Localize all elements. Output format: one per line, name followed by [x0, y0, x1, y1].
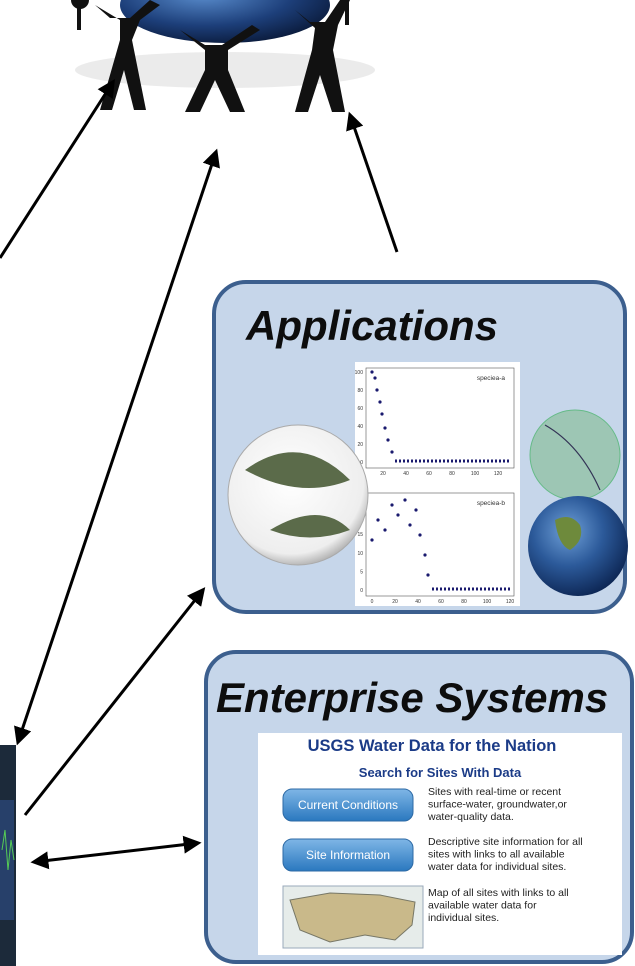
screen-thumbnail — [0, 745, 16, 966]
plot-image — [355, 362, 520, 606]
y-tick-label: 40 — [357, 424, 363, 430]
earth-globe — [528, 496, 628, 596]
button-label: Site Information — [306, 848, 390, 862]
fish-image — [227, 424, 369, 566]
map-globe — [529, 409, 621, 501]
y-tick-label: 5 — [360, 569, 363, 575]
y-tick-label: 60 — [357, 406, 363, 412]
enterprise-title: Enterprise Systems — [216, 674, 608, 721]
y-tick-label: 0 — [360, 460, 363, 466]
arrows — [0, 78, 399, 870]
applications-title: Applications — [245, 302, 498, 349]
people-globe — [71, 0, 375, 112]
x-tick-label: 0 — [371, 599, 374, 605]
y-tick-label: 20 — [357, 442, 363, 448]
x-tick-label: 100 — [483, 599, 492, 605]
x-tick-label: 120 — [506, 599, 515, 605]
panel-button[interactable] — [282, 838, 414, 872]
x-tick-label: 80 — [449, 471, 455, 477]
y-tick-label: 0 — [360, 588, 363, 594]
item-description: Descriptive site information for all — [428, 836, 583, 848]
x-tick-label: 20 — [392, 599, 398, 605]
item-description: water data for individual sites. — [427, 861, 566, 873]
x-tick-label: 40 — [403, 471, 409, 477]
item-description: surface-water, groundwater,or — [428, 799, 567, 811]
item-description: water-quality data. — [427, 811, 514, 823]
item-description: Sites with real-time or recent — [428, 786, 561, 798]
item-description: available water data for — [428, 900, 537, 912]
x-tick-label: 80 — [461, 599, 467, 605]
fish-shape — [245, 452, 350, 538]
x-tick-label: 60 — [426, 471, 432, 477]
item-description: individual sites. — [428, 912, 499, 924]
x-tick-label: 120 — [494, 471, 503, 477]
y-tick-label: 10 — [357, 551, 363, 557]
panel-button[interactable] — [282, 788, 414, 822]
button-label: Current Conditions — [298, 798, 398, 812]
y-tick-label: 15 — [357, 532, 363, 538]
plot-label: speciea-b — [477, 500, 506, 507]
x-tick-label: 100 — [471, 471, 480, 477]
panel-heading: USGS Water Data for the Nation — [308, 737, 557, 755]
us-map — [282, 885, 424, 949]
y-tick-label: 80 — [357, 388, 363, 394]
plot-label: speciea-a — [477, 375, 506, 382]
y-tick-label: 100 — [355, 370, 364, 376]
x-tick-label: 20 — [380, 471, 386, 477]
item-description: Map of all sites with links to all — [428, 887, 569, 899]
x-tick-label: 60 — [438, 599, 444, 605]
panel-subheading: Search for Sites With Data — [359, 765, 522, 780]
x-tick-label: 40 — [415, 599, 421, 605]
item-description: sites with links to all available — [428, 849, 565, 861]
